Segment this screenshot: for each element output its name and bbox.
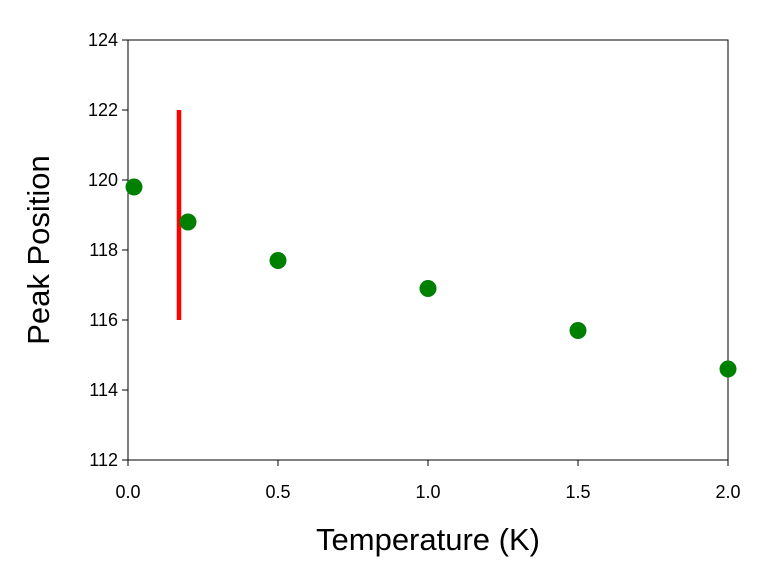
data-point: [569, 322, 587, 339]
x-tick-label: 1.0: [415, 482, 440, 502]
y-tick-label: 122: [88, 100, 118, 120]
x-tick-label: 2.0: [715, 482, 740, 502]
x-axis-ticks: 0.0 0.5 1.0 1.5 2.0: [115, 460, 741, 502]
y-tick-label: 114: [89, 380, 118, 400]
x-axis-title: Temperature (K): [316, 522, 540, 557]
data-points: [125, 178, 737, 378]
y-axis-title: Peak Position: [21, 155, 56, 345]
data-point: [719, 360, 737, 378]
data-point: [269, 252, 287, 269]
data-point: [179, 213, 197, 231]
y-tick-label: 118: [89, 240, 118, 260]
y-tick-label: 120: [88, 170, 118, 190]
y-tick-label: 116: [89, 310, 118, 330]
data-point: [125, 178, 143, 196]
plot-area: [127, 39, 729, 461]
y-tick-label: 112: [89, 450, 118, 470]
y-axis-ticks: 112 114 116 118 120 122 124: [88, 30, 128, 470]
x-tick-label: 1.5: [565, 482, 590, 502]
y-tick-label: 124: [88, 30, 118, 50]
data-point: [419, 280, 437, 297]
x-tick-label: 0.0: [115, 482, 140, 502]
x-tick-label: 0.5: [265, 482, 290, 502]
